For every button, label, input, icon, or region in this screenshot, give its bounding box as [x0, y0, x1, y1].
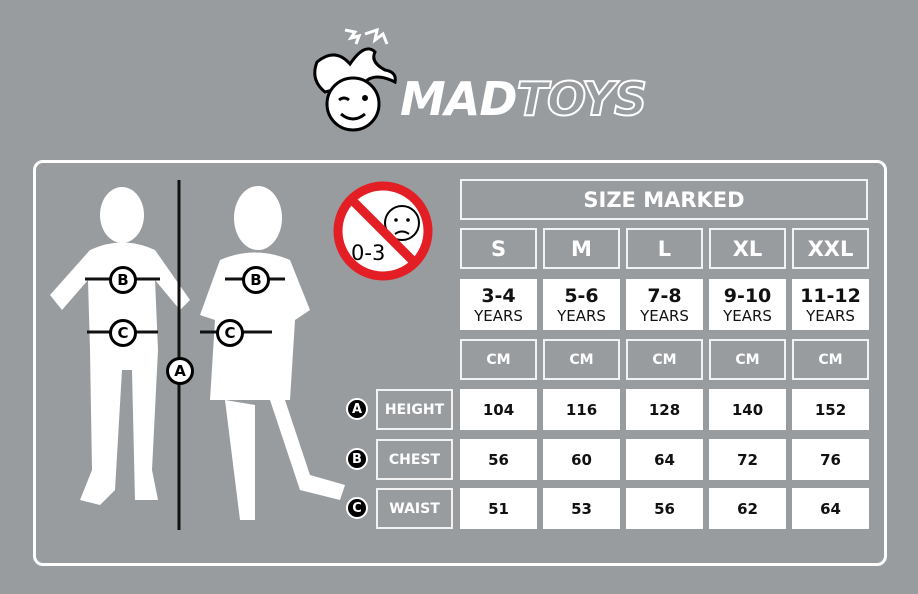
measurement-cell: 62: [709, 488, 786, 529]
size-marked-header: SIZE MARKED: [460, 179, 868, 220]
measurement-cell: 51: [460, 488, 537, 529]
marker-b-boy: B: [109, 266, 137, 294]
size-chart-panel: [33, 160, 887, 566]
unit-cell: CM: [460, 339, 537, 380]
measurement-cell: 56: [460, 439, 537, 480]
measurement-cell: 104: [460, 389, 537, 430]
measurement-cell: 56: [626, 488, 703, 529]
age-cell: 11-12 YEARS: [792, 279, 869, 330]
measurement-cell: 64: [626, 439, 703, 480]
row-marker: C: [346, 497, 368, 519]
brand-logo-text: MADTOYS: [400, 71, 648, 127]
children-silhouette-icon: [50, 180, 345, 530]
unit-cell: CM: [792, 339, 869, 380]
warning-age-label: 0-3: [351, 241, 386, 265]
measurement-cell: 152: [792, 389, 869, 430]
measurement-cell: 64: [792, 488, 869, 529]
age-unit: YEARS: [557, 306, 606, 325]
age-cell: 5-6 YEARS: [543, 279, 620, 330]
age-unit: YEARS: [640, 306, 689, 325]
age-cell: 7-8 YEARS: [626, 279, 703, 330]
age-unit: YEARS: [806, 306, 855, 325]
age-range: 9-10: [723, 284, 772, 307]
size-cell: S: [460, 228, 537, 269]
age-range: 3-4: [481, 284, 516, 307]
unit-cell: CM: [543, 339, 620, 380]
age-unit: YEARS: [723, 306, 772, 325]
age-range: 5-6: [564, 284, 599, 307]
measurement-cell: 76: [792, 439, 869, 480]
not-for-under-3-warning-icon: [333, 181, 433, 281]
row-label: WAIST: [376, 488, 453, 529]
row-label: HEIGHT: [376, 389, 453, 430]
marker-b-girl: B: [242, 266, 270, 294]
row-label: CHEST: [376, 439, 453, 480]
measurement-cell: 60: [543, 439, 620, 480]
unit-cell: CM: [626, 339, 703, 380]
measurement-cell: 53: [543, 488, 620, 529]
size-cell: XL: [709, 228, 786, 269]
unit-cell: CM: [709, 339, 786, 380]
size-cell: XXL: [792, 228, 869, 269]
measurement-cell: 72: [709, 439, 786, 480]
age-range: 7-8: [647, 284, 682, 307]
measurement-cell: 116: [543, 389, 620, 430]
row-marker: A: [346, 398, 368, 420]
marker-c-boy: C: [109, 319, 137, 347]
marker-c-girl: C: [216, 319, 244, 347]
marker-a: A: [166, 357, 194, 385]
age-unit: YEARS: [474, 306, 523, 325]
jester-logo-icon: [313, 27, 397, 132]
measurement-cell: 140: [709, 389, 786, 430]
age-cell: 9-10 YEARS: [709, 279, 786, 330]
size-cell: M: [543, 228, 620, 269]
age-cell: 3-4 YEARS: [460, 279, 537, 330]
measurement-cell: 128: [626, 389, 703, 430]
size-cell: L: [626, 228, 703, 269]
age-range: 11-12: [800, 284, 861, 307]
row-marker: B: [346, 448, 368, 470]
